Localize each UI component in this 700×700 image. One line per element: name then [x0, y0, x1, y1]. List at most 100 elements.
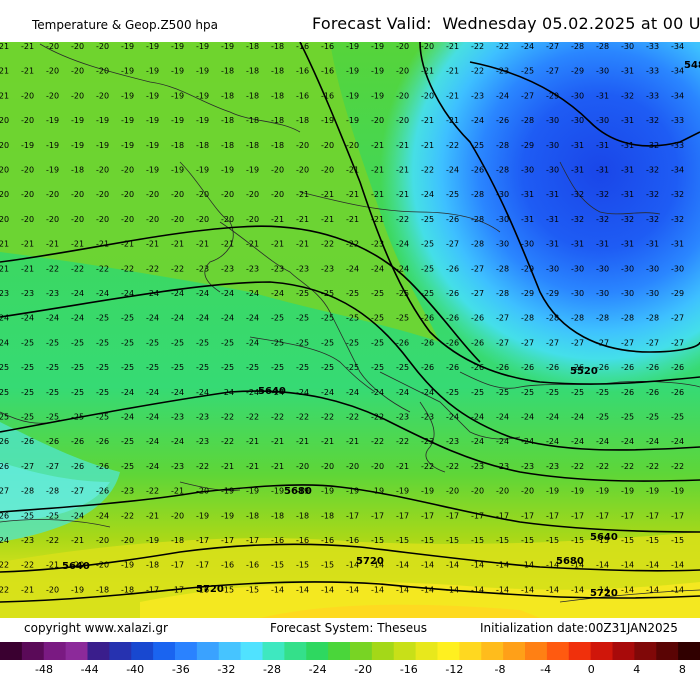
grid-value: -26 [446, 215, 459, 224]
grid-value: -17 [171, 561, 184, 570]
grid-value: -30 [496, 215, 509, 224]
grid-value: -32 [596, 215, 609, 224]
grid-value: -26 [0, 437, 9, 446]
grid-value: -15 [396, 536, 409, 545]
grid-value: -17 [146, 585, 159, 594]
grid-value: -18 [246, 511, 259, 520]
grid-value: -24 [521, 437, 534, 446]
grid-value: -19 [21, 141, 34, 150]
grid-value: -22 [396, 437, 409, 446]
grid-value: -14 [596, 585, 609, 594]
grid-value: -25 [396, 363, 409, 372]
grid-value: -21 [221, 240, 234, 249]
grid-value: -25 [71, 363, 84, 372]
grid-value: -22 [471, 42, 484, 51]
map-header: Temperature & Geop.Z500 hpa Forecast Val… [0, 0, 700, 42]
grid-value: -24 [271, 289, 284, 298]
grid-value: -28 [596, 42, 609, 51]
grid-value: -20 [21, 190, 34, 199]
grid-value: -18 [221, 67, 234, 76]
grid-value: -16 [246, 561, 259, 570]
grid-value: -25 [621, 413, 634, 422]
grid-value: -19 [121, 67, 134, 76]
grid-value: -22 [621, 462, 634, 471]
grid-value: -14 [446, 585, 459, 594]
grid-value: -30 [571, 264, 584, 273]
grid-value: -24 [496, 437, 509, 446]
grid-value: -23 [421, 413, 434, 422]
grid-value: -20 [171, 190, 184, 199]
grid-value: -25 [521, 67, 534, 76]
grid-value: -19 [46, 116, 59, 125]
grid-value: -24 [246, 388, 259, 397]
grid-value: -25 [296, 338, 309, 347]
grid-value: -18 [246, 116, 259, 125]
grid-value: -20 [46, 190, 59, 199]
grid-value: -21 [446, 67, 459, 76]
grid-value: -20 [71, 67, 84, 76]
grid-value: -25 [521, 388, 534, 397]
colorbar-label: 4 [633, 663, 641, 676]
grid-value: -24 [71, 511, 84, 520]
grid-value: -24 [646, 437, 659, 446]
colorbar-label: -12 [445, 663, 464, 676]
grid-value: -25 [96, 413, 109, 422]
grid-value: -14 [546, 561, 559, 570]
grid-value: -24 [446, 413, 459, 422]
grid-value: -25 [321, 363, 334, 372]
grid-value: -24 [171, 314, 184, 323]
grid-value: -20 [346, 141, 359, 150]
grid-value: -20 [146, 190, 159, 199]
colorbar-swatch [612, 642, 635, 660]
grid-value: -22 [396, 215, 409, 224]
grid-value: -20 [446, 487, 459, 496]
colorbar-swatch [371, 642, 395, 660]
grid-value: -21 [221, 462, 234, 471]
grid-value: -22 [121, 264, 134, 273]
grid-value: -14 [621, 585, 634, 594]
grid-value: -24 [471, 437, 484, 446]
grid-value: -24 [0, 338, 9, 347]
grid-value: -20 [396, 42, 409, 51]
grid-value: -18 [221, 141, 234, 150]
grid-value: -20 [0, 215, 9, 224]
grid-value: -15 [421, 536, 434, 545]
grid-value: -29 [521, 264, 534, 273]
grid-value: -22 [371, 413, 384, 422]
grid-value: -19 [146, 141, 159, 150]
grid-value: -18 [121, 585, 134, 594]
grid-value: -23 [521, 462, 534, 471]
grid-value: -24 [521, 413, 534, 422]
grid-value: -15 [321, 561, 334, 570]
grid-value: -25 [371, 338, 384, 347]
grid-value: -17 [221, 536, 234, 545]
grid-value: -22 [596, 462, 609, 471]
grid-value: -15 [521, 536, 534, 545]
grid-value: -19 [321, 116, 334, 125]
grid-value: -22 [146, 487, 159, 496]
grid-value: -24 [46, 314, 59, 323]
grid-value: -26 [96, 462, 109, 471]
grid-value: -28 [571, 314, 584, 323]
grid-value: -25 [121, 314, 134, 323]
grid-value: -14 [521, 561, 534, 570]
grid-value: -21 [421, 141, 434, 150]
product-title: Temperature & Geop.Z500 hpa [32, 18, 218, 32]
grid-value: -34 [671, 42, 684, 51]
grid-value: -19 [171, 42, 184, 51]
grid-value: -25 [646, 413, 659, 422]
grid-value: -27 [0, 487, 9, 496]
grid-value: -19 [121, 141, 134, 150]
grid-value: -16 [296, 42, 309, 51]
grid-value: -20 [96, 166, 109, 175]
grid-value: -22 [471, 67, 484, 76]
contour-labels: 5480 5520 5640 5680 5720 5640 5680 5720 … [62, 60, 700, 599]
grid-value: -19 [346, 67, 359, 76]
contour-label: 5640 [258, 386, 286, 397]
grid-value: -19 [171, 166, 184, 175]
grid-value: -26 [46, 437, 59, 446]
grid-value: -21 [71, 536, 84, 545]
grid-value: -17 [421, 511, 434, 520]
grid-value: -17 [671, 511, 684, 520]
grid-value: -20 [471, 487, 484, 496]
